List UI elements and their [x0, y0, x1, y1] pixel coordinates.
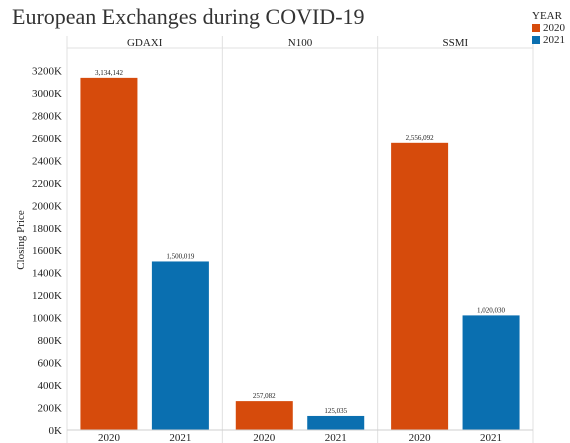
panel-header-n100: N100	[288, 37, 313, 49]
bar-ssmi-2021	[462, 315, 520, 430]
data-label: 1,020,030	[477, 306, 506, 314]
bar-gdaxi-2021	[151, 261, 209, 430]
legend-label-2020: 2020	[543, 22, 565, 34]
y-tick-label: 2000K	[32, 200, 62, 212]
x-tick-label: 2020	[409, 432, 432, 443]
x-tick-label: 2021	[169, 432, 191, 443]
y-tick-label: 800K	[38, 335, 63, 347]
data-label: 3,134,142	[95, 69, 124, 77]
x-tick-label: 2021	[325, 432, 347, 443]
panel-header-ssmi: SSMI	[442, 37, 468, 49]
y-tick-label: 1000K	[32, 313, 62, 325]
y-tick-label: 0K	[49, 425, 63, 437]
y-tick-label: 1800K	[32, 223, 62, 235]
legend-swatch-2020	[532, 24, 540, 32]
data-label: 2,556,092	[406, 134, 435, 142]
y-tick-label: 2200K	[32, 178, 62, 190]
y-tick-label: 400K	[38, 380, 63, 392]
y-tick-label: 1400K	[32, 268, 62, 280]
bar-gdaxi-2020	[80, 77, 138, 430]
x-tick-label: 2021	[480, 432, 502, 443]
y-tick-label: 3000K	[32, 88, 62, 100]
y-axis-label: Closing Price	[15, 210, 27, 270]
y-tick-label: 2600K	[32, 133, 62, 145]
data-label: 1,500,019	[166, 252, 195, 260]
bar-ssmi-2020	[391, 142, 449, 430]
y-tick-label: 600K	[38, 358, 63, 370]
y-tick-label: 1600K	[32, 245, 62, 257]
y-tick-label: 2400K	[32, 155, 62, 167]
legend: YEAR 2020 2021	[532, 10, 570, 46]
x-tick-label: 2020	[98, 432, 121, 443]
legend-title: YEAR	[532, 10, 562, 22]
chart-title: European Exchanges during COVID-19	[12, 4, 365, 29]
legend-item-2020: 2020	[532, 22, 570, 34]
bar-n100-2021	[307, 415, 365, 430]
legend-item-2021: 2021	[532, 34, 570, 46]
legend-label-2021: 2021	[543, 34, 565, 46]
y-tick-label: 1200K	[32, 290, 62, 302]
y-tick-label: 200K	[38, 403, 63, 415]
data-label: 125,035	[324, 407, 347, 415]
legend-swatch-2021	[532, 36, 540, 44]
y-tick-label: 2800K	[32, 110, 62, 122]
data-label: 257,082	[253, 392, 276, 400]
bar-n100-2020	[235, 401, 293, 430]
y-tick-label: 3200K	[32, 65, 62, 77]
panel-header-gdaxi: GDAXI	[127, 37, 163, 49]
x-tick-label: 2020	[253, 432, 276, 443]
